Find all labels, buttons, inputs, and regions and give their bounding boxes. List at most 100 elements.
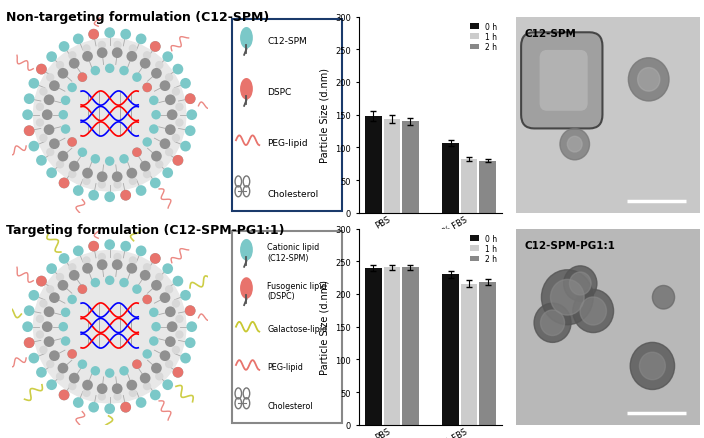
Ellipse shape [541,270,593,325]
Circle shape [149,96,158,106]
Circle shape [73,397,84,408]
Circle shape [172,276,183,287]
Bar [365,268,382,425]
Circle shape [172,88,180,96]
Circle shape [39,300,48,308]
Circle shape [34,251,186,403]
Circle shape [104,403,115,414]
Circle shape [46,264,57,274]
Circle shape [129,389,137,397]
Circle shape [98,253,106,261]
Ellipse shape [639,353,665,380]
Circle shape [140,270,151,281]
Circle shape [149,125,158,134]
Circle shape [96,260,108,270]
Circle shape [36,64,46,75]
Circle shape [46,52,57,63]
Circle shape [136,186,146,196]
Circle shape [68,350,77,359]
Circle shape [46,286,54,294]
Circle shape [105,368,115,378]
Circle shape [44,307,54,318]
Circle shape [142,84,152,93]
Circle shape [36,276,46,287]
Circle shape [58,363,68,374]
Circle shape [155,273,163,282]
Circle shape [82,45,91,53]
Circle shape [150,178,161,189]
Circle shape [58,152,68,162]
Circle shape [120,30,131,40]
Circle shape [105,64,115,74]
Circle shape [151,111,161,120]
Ellipse shape [551,280,584,315]
Circle shape [120,191,131,201]
Circle shape [105,276,115,286]
Circle shape [113,392,122,401]
Circle shape [39,88,48,96]
Circle shape [73,35,84,45]
Circle shape [68,84,77,93]
Text: Fusogenic lipid
(DSPC): Fusogenic lipid (DSPC) [268,281,327,300]
Text: C12-SPM: C12-SPM [524,29,577,39]
Circle shape [36,103,44,112]
Circle shape [77,73,87,83]
Circle shape [56,372,64,381]
Circle shape [119,155,129,164]
Text: Non-targeting formulation (C12-SPM): Non-targeting formulation (C12-SPM) [6,11,269,24]
Text: C12-SPM: C12-SPM [268,36,307,46]
Bar [402,268,419,425]
Ellipse shape [564,266,597,301]
Text: PEG-lipid: PEG-lipid [268,138,308,147]
Circle shape [165,360,173,368]
Circle shape [150,254,161,264]
Circle shape [240,28,253,49]
Circle shape [172,134,180,143]
Circle shape [88,402,99,413]
Circle shape [132,285,142,294]
Circle shape [150,254,161,264]
Circle shape [88,241,99,252]
Text: C12-SPM-PG1:1: C12-SPM-PG1:1 [524,241,616,251]
Circle shape [68,170,77,179]
Circle shape [119,278,129,288]
Circle shape [77,285,87,294]
Circle shape [104,28,115,39]
Circle shape [46,360,54,368]
Circle shape [132,148,142,158]
Circle shape [165,336,176,347]
Y-axis label: Particle Size (d.nm): Particle Size (d.nm) [320,279,329,374]
Circle shape [180,79,191,89]
Circle shape [172,367,183,378]
Circle shape [34,39,186,191]
Text: Cationic lipid
(C12-SPM): Cationic lipid (C12-SPM) [268,243,320,262]
Text: Galactose-lipid: Galactose-lipid [268,325,327,333]
Circle shape [112,260,122,270]
Bar [460,159,477,213]
Circle shape [61,96,70,106]
Circle shape [24,94,34,105]
Circle shape [44,95,54,106]
Circle shape [77,360,87,369]
Circle shape [82,52,93,63]
Circle shape [73,186,84,196]
Circle shape [105,157,115,166]
Circle shape [91,278,100,288]
Circle shape [150,42,161,53]
Circle shape [49,81,60,92]
Circle shape [142,295,152,304]
Circle shape [151,152,162,162]
Circle shape [172,346,180,354]
Circle shape [49,139,60,150]
Circle shape [187,110,197,121]
Circle shape [155,62,163,70]
Circle shape [185,94,196,105]
Circle shape [136,35,146,45]
Circle shape [82,389,91,397]
Circle shape [68,295,77,304]
Circle shape [61,308,70,318]
Circle shape [96,172,108,183]
Circle shape [167,321,177,332]
Circle shape [127,263,137,274]
Circle shape [180,290,191,301]
